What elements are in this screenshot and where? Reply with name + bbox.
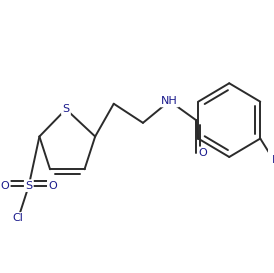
Text: I: I: [272, 155, 274, 165]
Text: Cl: Cl: [13, 213, 24, 223]
Text: O: O: [48, 181, 57, 191]
Text: S: S: [62, 104, 70, 114]
Text: O: O: [1, 181, 9, 191]
Text: NH: NH: [161, 96, 178, 106]
Text: S: S: [25, 181, 32, 191]
Text: O: O: [198, 148, 207, 158]
